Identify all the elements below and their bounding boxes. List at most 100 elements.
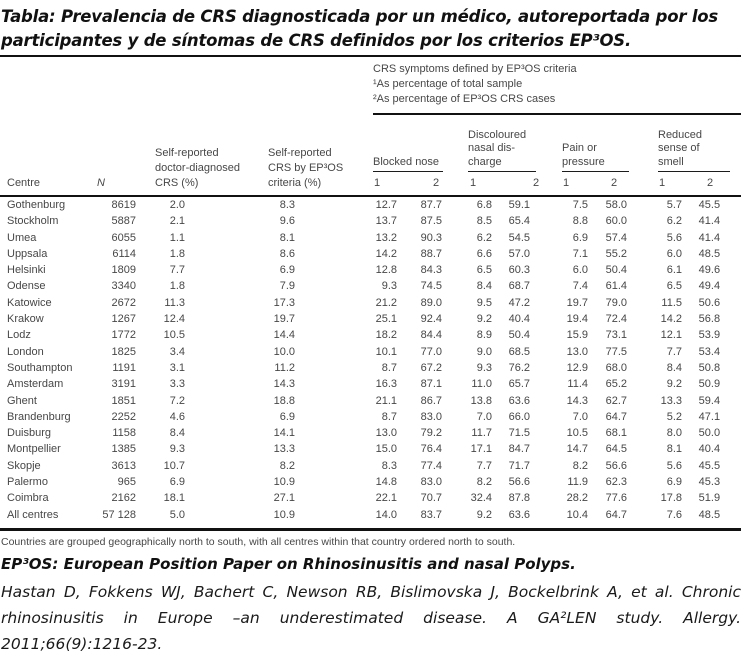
- centre-cell: Ghent: [7, 394, 37, 407]
- value-cell: 7.0: [476, 410, 492, 423]
- subcolumn-discoloured-1: 1: [447, 172, 494, 197]
- grouping-footnote: Countries are grouped geographically nor…: [1, 535, 516, 548]
- value-cell: 1158: [112, 427, 136, 440]
- value-cell: 71.5: [508, 427, 530, 440]
- value-cell: 6.9: [572, 231, 588, 244]
- value-cell: 79.2: [420, 427, 442, 440]
- subcolumn-discoloured-2: 2: [494, 172, 539, 197]
- value-cell: 50.8: [698, 361, 721, 374]
- value-cell: 3.1: [169, 361, 185, 374]
- value-cell: 59.4: [698, 394, 721, 407]
- value-cell: 4.6: [169, 410, 185, 423]
- discoloured-label: Discoloured nasal dis- charge: [468, 129, 536, 172]
- citation-line-3: 2011;66(9):1216-23.: [1, 634, 163, 653]
- value-cell: 7.7: [666, 345, 682, 358]
- dd-line-3: CRS (%): [155, 177, 199, 189]
- value-cell: 1851: [111, 394, 136, 407]
- value-cell: 6.6: [476, 247, 492, 260]
- value-cell: 1191: [112, 361, 136, 374]
- centre-cell: Helsinki: [7, 264, 46, 277]
- value-cell: 77.5: [605, 345, 627, 358]
- centre-cell: Gothenburg: [7, 199, 66, 211]
- value-cell: 8.2: [279, 459, 295, 472]
- value-cell: 6.9: [169, 476, 185, 489]
- value-cell: 8.3: [381, 459, 397, 472]
- value-cell: 1267: [111, 313, 136, 326]
- value-cell: 84.3: [420, 264, 442, 277]
- value-cell: 45.5: [698, 459, 721, 472]
- value-cell: 11.7: [471, 427, 492, 440]
- value-cell: 10.9: [273, 476, 295, 489]
- value-cell: 10.1: [375, 345, 397, 358]
- value-cell: 49.6: [698, 264, 721, 277]
- value-cell: 12.9: [566, 361, 588, 374]
- value-cell: 19.7: [273, 313, 295, 326]
- value-cell: 3.3: [169, 378, 185, 391]
- value-cell: 11.2: [274, 361, 295, 374]
- centre-cell: London: [7, 345, 44, 358]
- value-cell: 14.1: [273, 427, 295, 440]
- value-cell: 84.4: [420, 329, 442, 342]
- value-cell: 72.4: [605, 313, 627, 326]
- value-cell: 8.7: [381, 361, 397, 374]
- value-cell: 50.4: [605, 264, 627, 277]
- value-cell: 6.0: [572, 264, 588, 277]
- value-cell: 1.8: [169, 280, 185, 293]
- subcolumn-header-row: 1 2 1 2 1 2 1 2: [0, 172, 741, 197]
- value-cell: 14.4: [273, 329, 295, 342]
- value-cell: 11.9: [567, 476, 588, 489]
- value-cell: 14.3: [273, 378, 295, 391]
- value-cell: 45.5: [698, 199, 721, 211]
- subcolumn-smell-1: 1: [629, 172, 684, 197]
- value-cell: 19.4: [566, 313, 588, 326]
- subcolumn-blocked-1: 1: [373, 172, 404, 197]
- symptoms-note: CRS symptoms defined by EP³OS criteria ¹…: [373, 56, 741, 115]
- value-cell: 64.7: [605, 410, 627, 423]
- value-cell: 57.0: [508, 247, 530, 260]
- value-cell: 5.0: [169, 508, 185, 521]
- centre-cell: Odense: [7, 280, 46, 293]
- value-cell: 76.2: [508, 361, 530, 374]
- subcolumn-blocked-2: 2: [404, 172, 447, 197]
- value-cell: 5.6: [666, 231, 682, 244]
- value-cell: 1809: [111, 264, 136, 277]
- table-bottom-rule: [0, 527, 741, 531]
- value-cell: 5.2: [666, 410, 682, 423]
- value-cell: 6.9: [279, 410, 295, 423]
- value-cell: 8.0: [666, 427, 682, 440]
- value-cell: 14.2: [375, 247, 397, 260]
- value-cell: 57.4: [605, 231, 627, 244]
- value-cell: 7.9: [279, 280, 295, 293]
- value-cell: 6114: [112, 247, 136, 260]
- value-cell: 13.7: [375, 215, 397, 228]
- value-cell: 68.5: [508, 345, 530, 358]
- centre-cell: Skopje: [7, 459, 41, 472]
- value-cell: 64.7: [605, 508, 627, 521]
- value-cell: 66.0: [508, 410, 530, 423]
- table-row: Southampton 1191 3.1 11.2 8.7 67.2 9.3 76.2 12.9…: [0, 360, 741, 376]
- value-cell: 10.9: [273, 508, 295, 521]
- value-cell: 14.2: [660, 313, 682, 326]
- value-cell: 89.0: [420, 296, 442, 309]
- value-cell: 5.7: [666, 199, 682, 211]
- value-cell: 19.7: [566, 296, 588, 309]
- value-cell: 14.3: [566, 394, 588, 407]
- value-cell: 14.8: [375, 476, 397, 489]
- value-cell: 13.8: [470, 394, 492, 407]
- value-cell: 12.8: [375, 264, 397, 277]
- value-cell: 16.3: [375, 378, 397, 391]
- value-cell: 8.2: [572, 459, 588, 472]
- centre-cell: Stockholm: [7, 215, 59, 228]
- value-cell: 40.4: [698, 443, 721, 456]
- value-cell: 92.4: [420, 313, 442, 326]
- table-row: Brandenburg 2252 4.6 6.9 8.7 83.0 7.0 66.0 7.0 64…: [0, 409, 741, 425]
- value-cell: 14.0: [375, 508, 397, 521]
- value-cell: 13.2: [375, 231, 397, 244]
- value-cell: 86.7: [420, 394, 442, 407]
- value-cell: 965: [117, 476, 136, 489]
- table-row: Stockholm 5887 2.1 9.6 13.7 87.5 8.5 65.4 8.8 60.…: [0, 213, 741, 229]
- subcolumn-pain-2: 2: [590, 172, 629, 197]
- value-cell: 68.1: [605, 427, 627, 440]
- table-row: All centres 57 128 5.0 10.9 14.0 83.7 9.2 63.6 1…: [0, 507, 741, 523]
